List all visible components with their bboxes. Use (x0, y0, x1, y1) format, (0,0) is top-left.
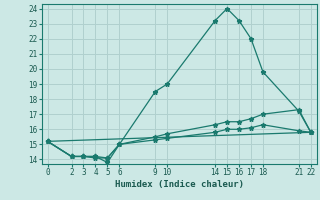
X-axis label: Humidex (Indice chaleur): Humidex (Indice chaleur) (115, 180, 244, 189)
